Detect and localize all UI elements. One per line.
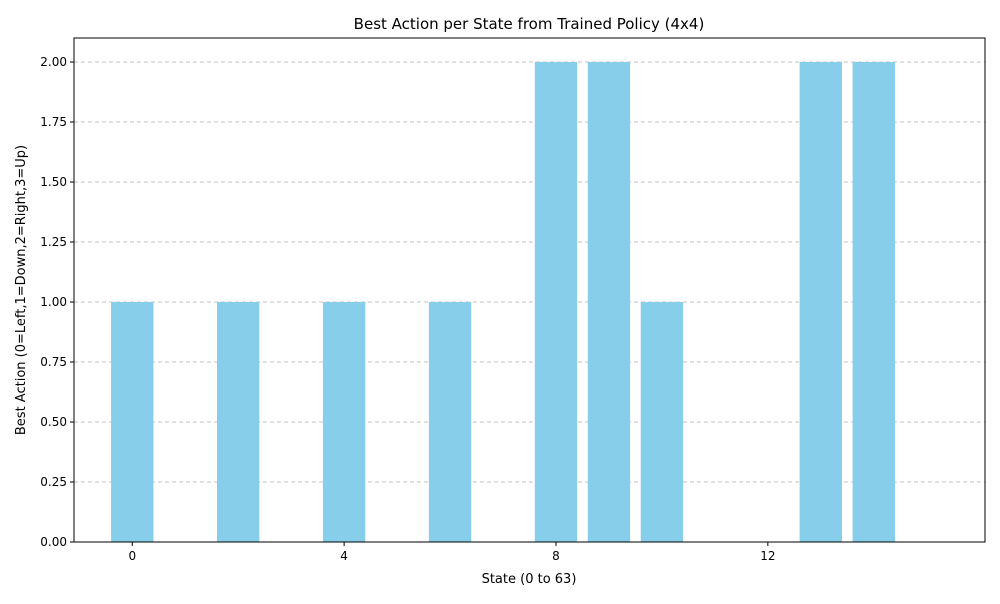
chart-title: Best Action per State from Trained Polic… xyxy=(354,15,705,33)
y-tick-label: 2.00 xyxy=(40,55,67,69)
bar-state-6 xyxy=(428,302,472,542)
bar-state-13 xyxy=(799,62,842,542)
bar-state-2 xyxy=(217,302,260,542)
x-tick-label: 4 xyxy=(340,549,348,563)
bars xyxy=(111,62,895,542)
x-tick-label: 12 xyxy=(760,549,775,563)
y-tick-label: 0.25 xyxy=(40,475,67,489)
y-tick-label: 0.00 xyxy=(40,535,67,549)
plot-area-frame xyxy=(73,37,986,543)
bar-state-14 xyxy=(852,62,895,542)
y-tick-label: 1.50 xyxy=(40,175,67,189)
y-axis-label: Best Action (0=Left,1=Down,2=Right,3=Up) xyxy=(14,145,29,435)
y-axis-ticks: 0.00 0.25 0.50 0.75 1.00 1.25 1.50 1.75 2.00 xyxy=(40,55,74,549)
bar-state-8 xyxy=(534,62,578,542)
x-axis-label: State (0 to 63) xyxy=(482,572,577,587)
y-tick-label: 1.75 xyxy=(40,115,67,129)
y-tick-label: 0.75 xyxy=(40,355,67,369)
x-tick-label: 8 xyxy=(552,549,560,563)
bar-state-4 xyxy=(322,302,366,542)
y-tick-label: 1.00 xyxy=(40,295,67,309)
bar-state-0 xyxy=(111,302,154,542)
bar-state-10 xyxy=(640,302,684,542)
gridlines xyxy=(74,61,985,483)
bar-state-9 xyxy=(587,62,631,542)
y-tick-label: 1.25 xyxy=(40,235,67,249)
y-tick-label: 0.50 xyxy=(40,415,67,429)
x-axis-ticks: 0 4 8 12 xyxy=(128,542,775,563)
x-tick-label: 0 xyxy=(128,549,136,563)
